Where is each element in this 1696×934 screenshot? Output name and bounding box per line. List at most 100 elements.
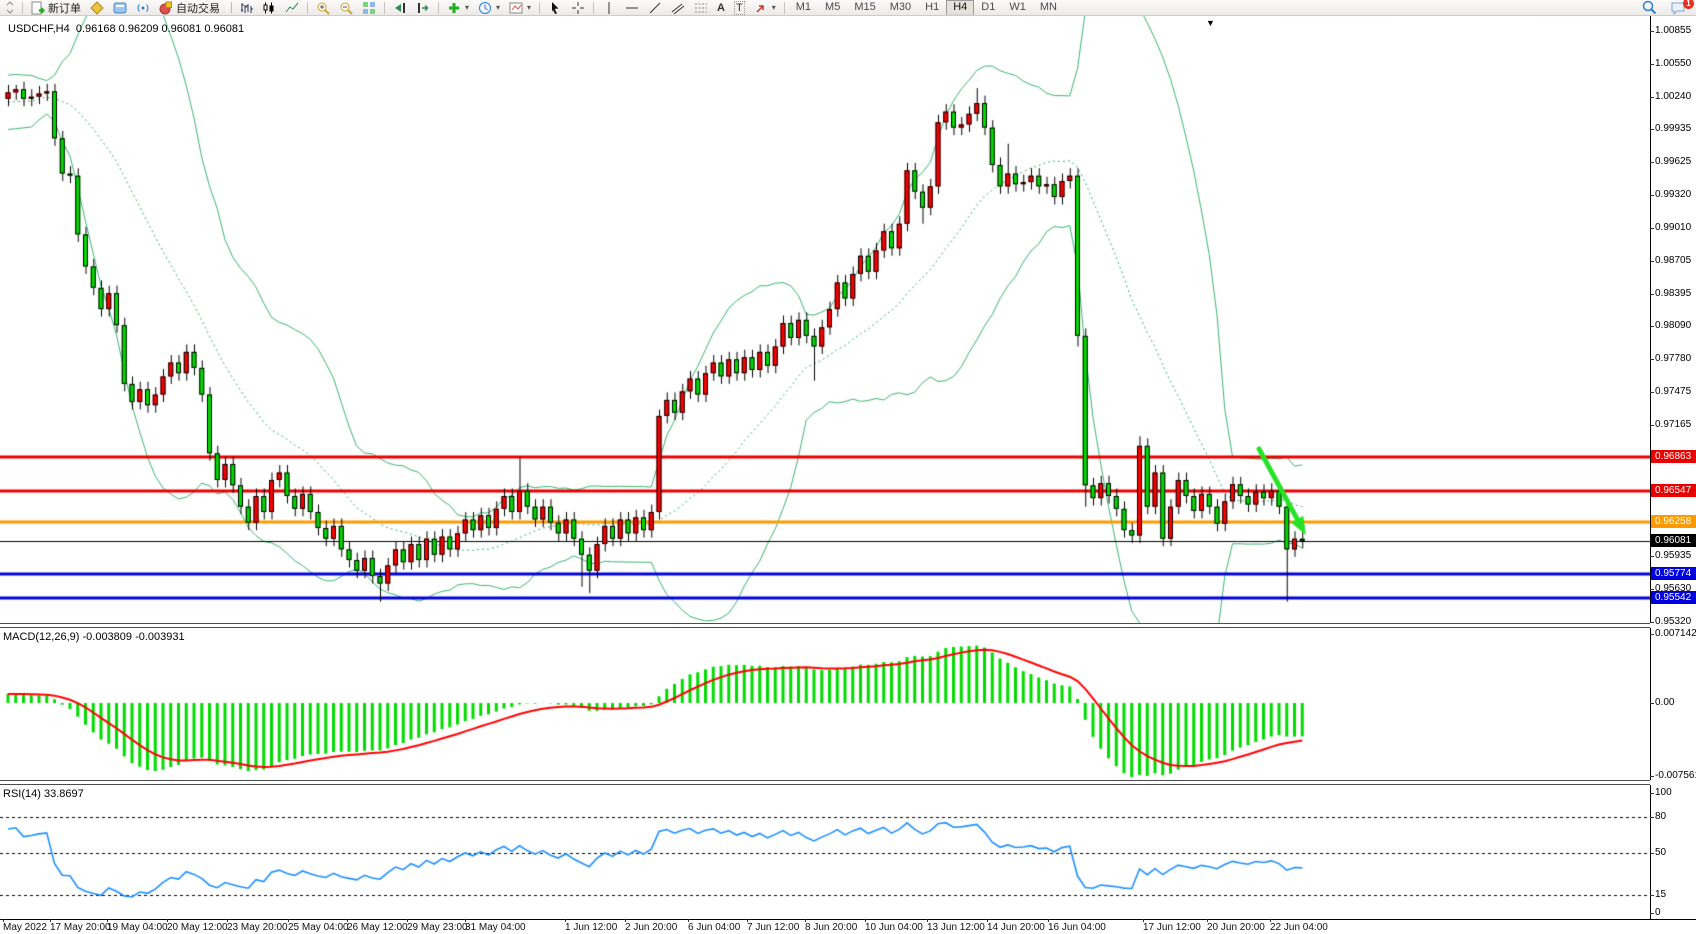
text-tool-icon[interactable]: A: [717, 1, 725, 14]
vertical-line-tool-icon[interactable]: [598, 0, 620, 16]
autotrade-button[interactable]: 自动交易: [155, 0, 224, 16]
line-chart-mode-icon[interactable]: [281, 0, 303, 16]
price-tick-label: 0.97780: [1649, 353, 1692, 365]
horizontal-line-tool-icon[interactable]: [621, 0, 643, 16]
indicators-plus-icon: [449, 2, 459, 13]
price-level-badge: 0.95542: [1651, 591, 1696, 605]
price-level-badge: 0.96547: [1651, 483, 1696, 497]
time-axis-label: 29 May 23:00: [407, 919, 468, 933]
toolbar-separator: [22, 1, 23, 14]
macd-axis-label: 0.00: [1649, 697, 1675, 708]
time-axis-label: 17 May 20:00: [50, 919, 111, 933]
toolbar-separator: [783, 1, 785, 14]
macd-axis-label: 0.007142: [1650, 628, 1696, 639]
new-order-icon: [31, 1, 45, 14]
toolbar-separator: [593, 1, 595, 14]
timeframe-button-M5[interactable]: M5: [825, 1, 841, 13]
candlestick-mode-icon[interactable]: [258, 0, 280, 16]
market-watch-icon[interactable]: [86, 0, 108, 16]
terminal-window-icon[interactable]: [109, 0, 131, 16]
timeframe-button-MN[interactable]: MN: [1039, 1, 1057, 13]
timeframe-button-W1[interactable]: W1: [1009, 1, 1026, 13]
autotrade-label: 自动交易: [176, 2, 220, 15]
timeframe-button-H1[interactable]: H1: [925, 1, 940, 13]
macd-axis-label: -0.007561: [1649, 770, 1696, 782]
chevron-down-icon: ▾: [771, 3, 776, 12]
time-axis-label: May 2022: [3, 919, 47, 933]
time-axis-label: 20 Jun 20:00: [1207, 919, 1265, 933]
arrow-shape-icon: [756, 4, 764, 13]
price-level-badge: 0.95774: [1651, 566, 1696, 580]
trendline-tool-icon[interactable]: [644, 0, 666, 16]
timeframe-button-D1[interactable]: D1: [981, 1, 996, 13]
bar-chart-mode-icon[interactable]: [235, 0, 257, 16]
price-axis[interactable]: 1.00855 1.00550 1.00240 0.99935 0.99625 0.993…: [1649, 16, 1696, 919]
cursor-icon[interactable]: [544, 0, 566, 16]
time-axis[interactable]: May 2022 17 May 20:00 19 May 04:00 20 May 1…: [0, 919, 1696, 934]
chat-button[interactable]: 1: [1667, 0, 1694, 16]
macd-panel: MACD(12,26,9) -0.003809 -0.003931: [0, 628, 1651, 780]
toolbar-separator: [384, 1, 385, 14]
time-axis-label: 1 Jun 12:00: [565, 919, 618, 933]
chart-shift-icon[interactable]: [412, 0, 434, 16]
zoom-out-icon[interactable]: [335, 0, 357, 16]
time-axis-label: 14 Jun 20:00: [987, 919, 1045, 933]
price-chart-panel: USDCHF,H4 0.96168 0.96209 0.96081 0.9608…: [0, 16, 1651, 623]
rsi-axis-label: 100: [1650, 787, 1672, 798]
chevron-down-icon: ▾: [527, 3, 532, 12]
time-axis-label: 19 May 04:00: [107, 919, 168, 933]
fibonacci-tool-icon[interactable]: [690, 0, 712, 16]
timeframe-button-M15[interactable]: M15: [854, 1, 876, 13]
panel-divider[interactable]: [0, 780, 1650, 785]
rsi-axis-label: 15: [1649, 889, 1667, 900]
panel-divider[interactable]: [0, 623, 1650, 628]
nav-stub-icon[interactable]: [2, 0, 18, 16]
price-tick-label: 1.00240: [1649, 90, 1692, 102]
price-tick-label: 1.00855: [1649, 25, 1692, 36]
price-tick-label: 0.98395: [1649, 287, 1692, 299]
new-order-button[interactable]: 新订单: [27, 0, 85, 16]
text-label-tool-icon[interactable]: T: [734, 0, 745, 15]
tile-windows-icon[interactable]: [358, 0, 380, 16]
price-level-badge: 0.96258: [1651, 514, 1696, 528]
chat-unread-badge: 1: [1683, 0, 1694, 9]
time-axis-label: 22 Jun 04:00: [1270, 919, 1328, 933]
channel-tool-icon[interactable]: [667, 0, 689, 16]
autoscroll-icon[interactable]: [389, 0, 411, 16]
rsi-axis-label: 80: [1649, 811, 1667, 822]
rsi-canvas[interactable]: [0, 785, 1650, 919]
periods-button[interactable]: ▾: [474, 0, 504, 16]
zoom-in-icon[interactable]: [312, 0, 334, 16]
time-axis-label: 6 Jun 04:00: [688, 919, 741, 933]
price-tick-label: 0.95935: [1649, 550, 1692, 562]
macd-canvas[interactable]: [0, 628, 1650, 780]
price-tick-label: 0.95320: [1649, 616, 1692, 627]
autotrade-icon: [159, 1, 172, 14]
clock-icon: [479, 1, 492, 14]
toolbar-separator: [307, 1, 308, 14]
price-tick-label: 0.99935: [1649, 123, 1692, 135]
templates-button[interactable]: ▾: [505, 0, 535, 16]
time-axis-label: 23 May 20:00: [227, 919, 288, 933]
price-tick-label: 0.98705: [1649, 254, 1692, 266]
time-axis-label: 17 Jun 12:00: [1143, 919, 1201, 933]
template-icon: [509, 2, 523, 13]
timeframe-button-M30[interactable]: M30: [889, 1, 912, 13]
price-level-badge: 0.96081: [1651, 533, 1696, 547]
indicators-button[interactable]: ▾: [443, 0, 473, 16]
price-tick-label: 1.00550: [1649, 57, 1692, 69]
crosshair-icon[interactable]: [567, 0, 589, 16]
signal-icon[interactable]: [132, 0, 154, 16]
timeframe-button-H4[interactable]: H4: [946, 0, 975, 15]
timeframe-button-M1[interactable]: M1: [795, 1, 812, 13]
price-chart-canvas[interactable]: [0, 16, 1650, 623]
search-icon[interactable]: [1638, 0, 1661, 16]
price-tick-label: 0.99010: [1649, 222, 1692, 233]
price-tick-label: 0.99625: [1649, 156, 1692, 168]
shapes-button[interactable]: ▾: [750, 0, 780, 16]
time-axis-label: 2 Jun 20:00: [625, 919, 678, 933]
price-tick-label: 0.98090: [1649, 320, 1692, 332]
toolbar-separator: [438, 1, 439, 14]
time-axis-label: 16 Jun 04:00: [1048, 919, 1106, 933]
time-axis-label: 8 Jun 20:00: [805, 919, 858, 933]
